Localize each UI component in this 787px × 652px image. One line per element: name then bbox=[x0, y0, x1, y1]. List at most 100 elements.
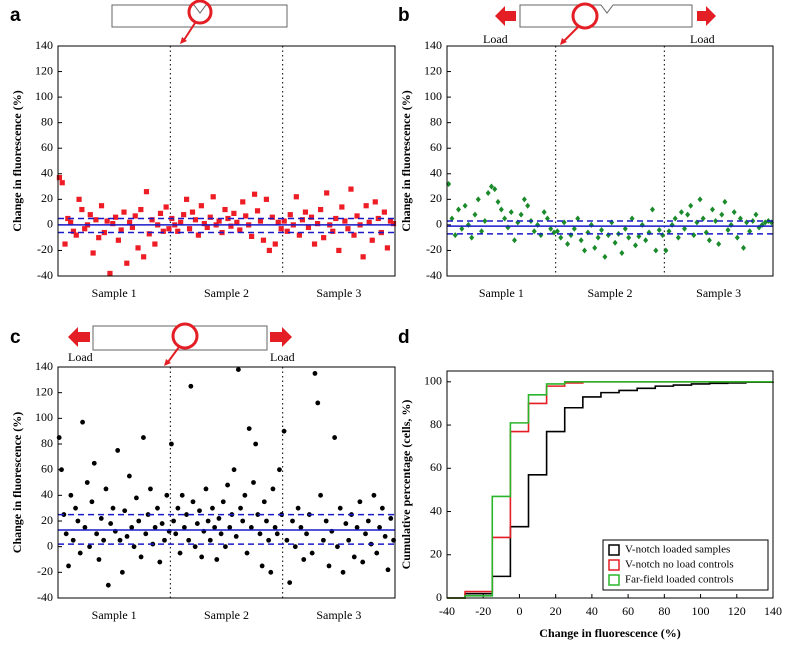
point bbox=[119, 569, 125, 575]
x-axis-title: Change in fluorescence (%) bbox=[539, 626, 680, 640]
y-tick-label: 20 bbox=[41, 191, 53, 205]
panel-label: c bbox=[10, 327, 21, 348]
point bbox=[475, 196, 481, 203]
point bbox=[189, 209, 196, 215]
legend-label: V-notch no load controls bbox=[625, 559, 734, 571]
point bbox=[63, 531, 69, 537]
point bbox=[326, 563, 332, 569]
x-tick-label: 40 bbox=[586, 604, 598, 618]
point bbox=[173, 531, 179, 537]
point bbox=[159, 521, 165, 526]
point bbox=[541, 209, 547, 216]
point bbox=[115, 237, 121, 243]
point bbox=[330, 228, 336, 234]
point bbox=[622, 225, 628, 232]
y-tick-label: -40 bbox=[37, 590, 53, 604]
point bbox=[333, 215, 339, 222]
point bbox=[235, 367, 241, 372]
point bbox=[320, 537, 326, 543]
point bbox=[377, 525, 382, 530]
y-tick-label: -20 bbox=[37, 564, 53, 578]
point bbox=[287, 212, 293, 218]
point bbox=[183, 196, 190, 202]
point bbox=[143, 189, 150, 195]
point bbox=[639, 221, 645, 228]
point bbox=[531, 228, 537, 235]
x-tick-label: 80 bbox=[658, 604, 670, 618]
point bbox=[216, 516, 222, 521]
x-tick-label: 100 bbox=[692, 604, 710, 618]
point bbox=[274, 531, 280, 537]
point bbox=[538, 232, 544, 239]
point bbox=[112, 214, 119, 220]
x-tick-label: Sample 1 bbox=[479, 286, 524, 300]
legend-label: V-notch loaded samples bbox=[625, 544, 730, 556]
point bbox=[669, 221, 675, 228]
plot-frame bbox=[57, 45, 396, 277]
point bbox=[312, 371, 318, 376]
point bbox=[133, 495, 139, 501]
point bbox=[675, 234, 681, 241]
point bbox=[505, 224, 511, 231]
point bbox=[163, 204, 169, 210]
point bbox=[360, 254, 366, 260]
point bbox=[90, 250, 96, 256]
point bbox=[231, 467, 237, 473]
point bbox=[246, 426, 252, 431]
x-tick-label: -20 bbox=[475, 604, 491, 618]
point bbox=[295, 505, 301, 511]
point bbox=[366, 219, 372, 225]
legend-swatch bbox=[608, 544, 620, 556]
point bbox=[713, 218, 719, 225]
point bbox=[558, 234, 564, 241]
point bbox=[160, 228, 166, 234]
point bbox=[731, 209, 737, 216]
legend-label: Far-field loaded controls bbox=[625, 574, 734, 586]
y-tick-label: 40 bbox=[430, 503, 442, 517]
point bbox=[309, 550, 315, 556]
point bbox=[218, 531, 224, 537]
point bbox=[152, 241, 158, 247]
point bbox=[357, 499, 363, 505]
point bbox=[508, 209, 514, 216]
point bbox=[521, 196, 527, 203]
point bbox=[284, 537, 290, 543]
point bbox=[568, 232, 574, 239]
y-tick-label: 60 bbox=[41, 140, 53, 154]
point bbox=[390, 221, 397, 227]
point bbox=[660, 232, 666, 239]
load-label: Load bbox=[68, 350, 93, 364]
point bbox=[275, 219, 281, 225]
y-tick-label: 100 bbox=[35, 410, 53, 424]
y-tick-label: 60 bbox=[41, 461, 53, 475]
point bbox=[146, 231, 152, 237]
point bbox=[554, 228, 560, 235]
point bbox=[162, 537, 167, 543]
point bbox=[73, 232, 79, 238]
point bbox=[304, 531, 309, 537]
point bbox=[195, 232, 202, 238]
y-tick-label: 0 bbox=[47, 538, 53, 552]
point bbox=[115, 448, 121, 453]
point bbox=[148, 486, 153, 492]
point bbox=[214, 557, 220, 562]
point bbox=[184, 512, 189, 517]
point bbox=[354, 213, 360, 219]
y-tick-label: 60 bbox=[430, 140, 442, 154]
point bbox=[70, 537, 76, 543]
point bbox=[122, 508, 128, 514]
point bbox=[186, 537, 192, 543]
point bbox=[56, 435, 62, 440]
point bbox=[255, 512, 261, 517]
legend-swatch bbox=[608, 574, 620, 586]
point bbox=[212, 525, 218, 530]
point bbox=[354, 525, 360, 530]
point bbox=[716, 241, 722, 248]
point bbox=[700, 215, 706, 222]
point bbox=[98, 203, 105, 209]
point bbox=[565, 241, 571, 248]
x-tick-label: -40 bbox=[439, 604, 455, 618]
point bbox=[345, 226, 351, 232]
point bbox=[685, 211, 691, 218]
y-axis-title: Change in fluorescence (%) bbox=[399, 90, 413, 231]
